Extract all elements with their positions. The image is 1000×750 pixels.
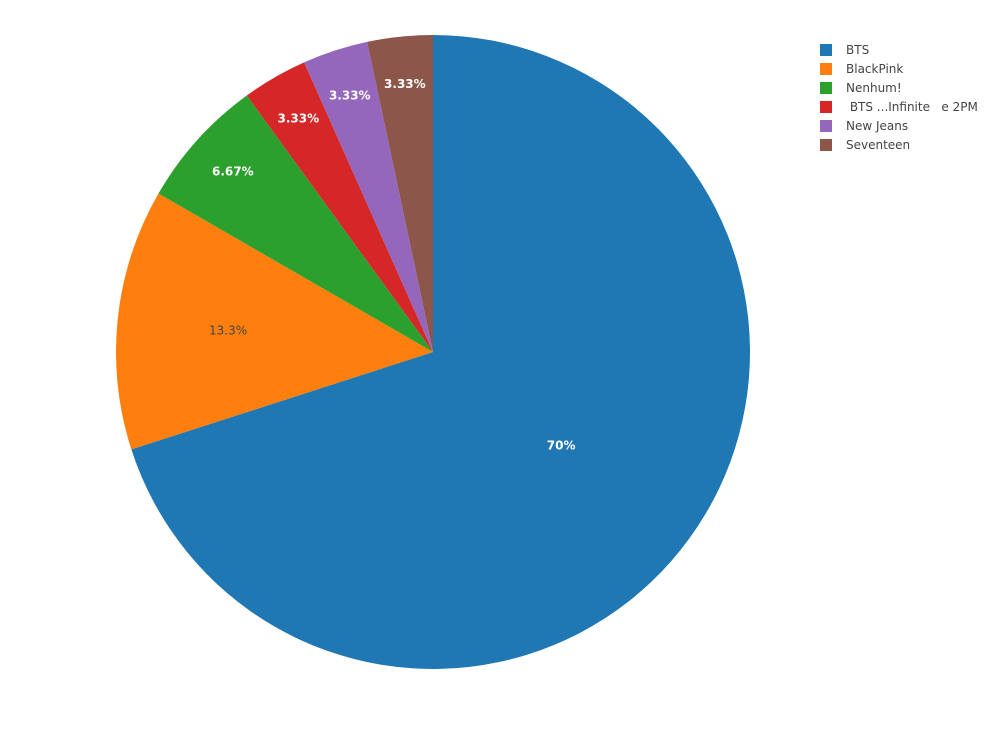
- pie-slice-5[interactable]: [367, 35, 433, 352]
- pie-slice-0[interactable]: [131, 35, 750, 669]
- legend-label: New Jeans: [846, 118, 909, 133]
- pie-slice-label-4: 3.33%: [329, 89, 371, 103]
- legend-item-nenhum[interactable]: Nenhum!: [816, 78, 1000, 97]
- pie-slice-label-5: 3.33%: [384, 77, 426, 91]
- pie-slices: [116, 35, 750, 669]
- pie-slice-labels: 70% 13.3% 6.67% 3.33% 3.33% 3.33%: [209, 77, 575, 452]
- legend-label: BlackPink: [846, 61, 904, 76]
- pie-slice-3[interactable]: [246, 62, 433, 352]
- legend: BTS BlackPink Nenhum! BTS ...Infinite e …: [816, 40, 1000, 154]
- legend-label: BTS ...Infinite e 2PM: [846, 99, 978, 114]
- legend-swatch-icon: [820, 62, 832, 75]
- pie-slice-label-3: 3.33%: [278, 112, 320, 126]
- legend-swatch-icon: [820, 100, 832, 113]
- legend-item-blackpink[interactable]: BlackPink: [816, 59, 1000, 78]
- legend-item-seventeen[interactable]: Seventeen: [816, 135, 1000, 154]
- legend-label: Seventeen: [846, 137, 911, 152]
- legend-item-bts-infinite-2pm[interactable]: BTS ...Infinite e 2PM: [816, 97, 1000, 116]
- legend-label: Nenhum!: [846, 80, 902, 95]
- legend-swatch-icon: [820, 119, 832, 132]
- pie-slice-label-0: 70%: [547, 438, 576, 452]
- legend-swatch-icon: [820, 43, 832, 56]
- pie-slice-4[interactable]: [304, 41, 433, 353]
- legend-swatch-icon: [820, 138, 832, 151]
- legend-item-bts[interactable]: BTS: [816, 40, 1000, 59]
- pie-slice-label-2: 6.67%: [212, 165, 254, 179]
- pie-slice-1[interactable]: [116, 193, 434, 450]
- legend-label: BTS: [846, 42, 870, 57]
- pie-slice-label-1: 13.3%: [209, 323, 247, 337]
- pie-slice-2[interactable]: [158, 95, 433, 352]
- legend-swatch-icon: [820, 81, 832, 94]
- legend-item-new-jeans[interactable]: New Jeans: [816, 116, 1000, 135]
